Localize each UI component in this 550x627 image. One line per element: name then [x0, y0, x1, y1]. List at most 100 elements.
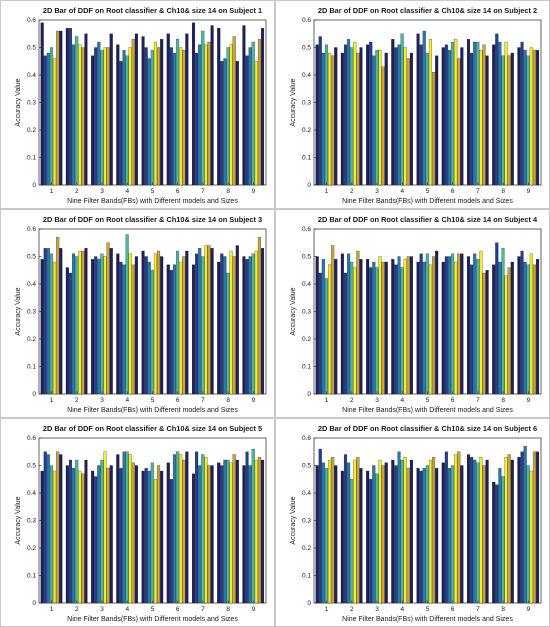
bar [504, 275, 508, 395]
bar [375, 267, 379, 395]
bar [470, 52, 474, 186]
chart-title: 2D Bar of DDF on Root classifier & Ch10&… [43, 424, 262, 433]
bar [248, 47, 252, 186]
bar [248, 256, 252, 395]
bar [109, 465, 113, 604]
x-tick-label: 3 [100, 606, 104, 613]
bar [536, 50, 540, 186]
bar [485, 459, 489, 604]
bar [59, 248, 63, 395]
bar [375, 50, 379, 186]
bar [56, 237, 60, 395]
bar [359, 468, 363, 604]
bar [359, 47, 363, 186]
bar [454, 261, 458, 395]
bar [366, 44, 370, 186]
bar [378, 50, 382, 186]
y-tick-label: 0.1 [27, 155, 36, 162]
bar [501, 248, 505, 395]
bar [182, 50, 186, 186]
bar [81, 473, 85, 604]
bar [340, 52, 344, 186]
x-tick-label: 7 [201, 606, 205, 613]
x-tick-label: 8 [226, 188, 230, 195]
x-tick-label: 8 [501, 397, 505, 404]
bar [157, 465, 161, 604]
bar [169, 270, 173, 395]
bar [447, 468, 451, 604]
bar [84, 459, 88, 604]
bar [510, 261, 514, 395]
bar [353, 41, 357, 186]
bar [416, 468, 420, 604]
y-axis-label: Accuracy Value [15, 78, 22, 126]
x-tick-label: 5 [151, 397, 155, 404]
bar [375, 473, 379, 604]
bar [343, 454, 348, 604]
bar [457, 253, 461, 395]
bar [470, 457, 474, 604]
bar [195, 451, 199, 604]
bar [441, 47, 445, 186]
y-tick-label: 0.4 [302, 490, 311, 497]
bar [400, 33, 404, 186]
bar [43, 55, 47, 186]
bar [504, 457, 508, 604]
bar [466, 454, 471, 604]
bar [232, 256, 236, 395]
bar [75, 256, 79, 395]
bar [125, 451, 129, 604]
bar [223, 256, 227, 395]
bar [422, 468, 426, 604]
bar [510, 52, 514, 186]
bar [495, 33, 499, 186]
bar [369, 267, 373, 395]
bar [251, 253, 255, 395]
bar [122, 264, 126, 395]
bar [182, 459, 186, 604]
bar [476, 259, 480, 395]
bar [235, 61, 239, 186]
y-tick-label: 0.3 [302, 100, 311, 107]
bar [223, 459, 227, 604]
bar [473, 41, 477, 186]
bar [109, 248, 113, 395]
x-tick-label: 7 [201, 188, 205, 195]
y-tick-label: 0.6 [27, 226, 36, 233]
bar [40, 259, 44, 395]
bar [340, 253, 344, 395]
bar [226, 47, 230, 186]
y-tick-label: 0.3 [27, 518, 36, 525]
bar [507, 55, 511, 186]
bar [517, 457, 521, 604]
bar [324, 44, 328, 186]
bar [40, 22, 44, 186]
y-tick-label: 0.3 [302, 309, 311, 316]
bar [479, 50, 483, 186]
bar [245, 451, 249, 604]
bar [56, 451, 60, 604]
bar [235, 459, 239, 604]
bar [91, 259, 95, 395]
x-tick-label: 7 [201, 397, 205, 404]
x-tick-label: 1 [50, 188, 54, 195]
y-tick-label: 0 [307, 391, 311, 398]
x-tick-label: 8 [226, 397, 230, 404]
bar [257, 39, 261, 186]
bar [122, 50, 126, 186]
bar [350, 479, 354, 604]
chart-panel: 2D Bar of DDF on Root classifier & Ch10&… [275, 209, 550, 418]
bar [447, 50, 451, 186]
bar [324, 468, 328, 604]
y-tick-label: 0 [307, 600, 311, 607]
bar [144, 468, 148, 604]
x-axis-label: Nine Filter Bands(FBs) with Different mo… [342, 407, 513, 414]
bar [185, 33, 189, 186]
bar [397, 451, 401, 604]
x-tick-label: 9 [252, 397, 256, 404]
bar [141, 470, 145, 604]
bar [425, 52, 429, 186]
bar [498, 468, 502, 604]
bar [384, 52, 388, 186]
bar [536, 451, 540, 604]
